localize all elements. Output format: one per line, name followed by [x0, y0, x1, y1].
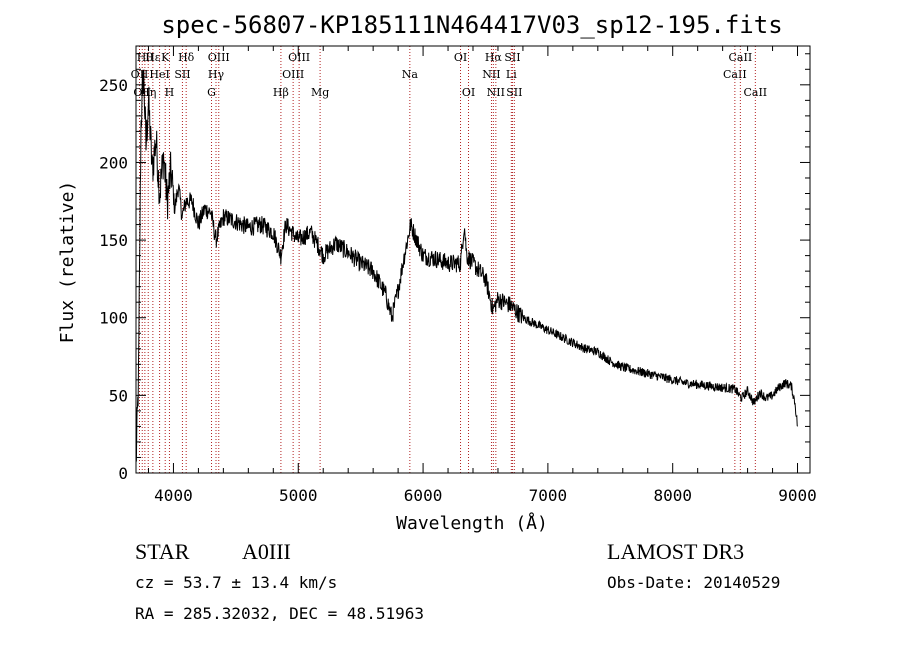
- x-tick-label-0: 4000: [154, 486, 193, 505]
- y-tick-label-2: 100: [99, 309, 128, 328]
- ra-dec-coordinates: RA = 285.32032, DEC = 48.51963: [135, 604, 424, 623]
- survey-name: LAMOST DR3: [607, 539, 745, 564]
- spectral-line-label-26: CaII: [723, 68, 747, 81]
- x-tick-label-5: 9000: [778, 486, 817, 505]
- observation-date: Obs-Date: 20140529: [607, 573, 781, 592]
- y-tick-label-3: 150: [99, 231, 128, 250]
- spectral-line-label-22: NII: [487, 86, 505, 99]
- spectral-line-label-9: Hδ: [178, 51, 195, 64]
- spectral-line-label-4: Hε: [145, 51, 161, 64]
- y-tick-label-0: 0: [118, 464, 128, 483]
- spectral-line-label-7: H: [165, 86, 175, 99]
- spectral-line-label-21: Hα: [485, 51, 503, 64]
- y-axis-ticks: 0 50 100 150 200 250: [99, 53, 810, 483]
- x-tick-label-1: 5000: [279, 486, 318, 505]
- spectral-line-label-20: NII: [482, 68, 500, 81]
- redshift-velocity: cz = 53.7 ± 13.4 km/s: [135, 573, 338, 592]
- spectrum-series-line: [135, 69, 798, 462]
- spectral-line-label-23: Li: [506, 68, 517, 81]
- spectral-line-label-0: OII: [131, 68, 149, 81]
- spectral-line-label-10: G: [207, 86, 216, 99]
- spectral-line-label-16: Mg: [311, 86, 329, 99]
- x-axis-ticks: 4000 5000 6000 7000 8000 9000: [147, 46, 817, 505]
- y-tick-label-4: 200: [99, 153, 128, 172]
- object-class: STAR: [135, 539, 190, 564]
- spectral-line-label-11: Hγ: [208, 68, 225, 81]
- spectral-line-label-17: Na: [402, 68, 419, 81]
- y-axis-label: Flux (relative): [57, 181, 78, 344]
- spectral-line-label-12: OIII: [208, 51, 230, 64]
- spectral-line-label-24: SII: [504, 51, 520, 64]
- y-tick-label-1: 50: [109, 386, 128, 405]
- spectral-line-label-13: Hβ: [273, 86, 289, 99]
- x-tick-label-3: 7000: [529, 486, 568, 505]
- y-tick-label-5: 250: [99, 76, 128, 95]
- spectral-line-label-8: SII: [174, 68, 190, 81]
- spectral-line-label-27: CaII: [729, 51, 753, 64]
- spectral-line-label-5: HeI: [149, 68, 169, 81]
- plot-frame: [135, 45, 811, 474]
- spectral-line-label-15: OIII: [288, 51, 310, 64]
- spectral-line-label-18: OI: [454, 51, 467, 64]
- spectral-line-label-19: OI: [462, 86, 475, 99]
- spectral-line-label-14: OIII: [282, 68, 304, 81]
- chart-title: spec-56807-KP185111N464417V03_sp12-195.f…: [161, 11, 782, 39]
- spectral-line-label-28: CaII: [743, 86, 767, 99]
- x-tick-label-4: 8000: [653, 486, 692, 505]
- spectral-line-label-6: K: [161, 51, 170, 64]
- spectral-line-label-25: SII: [506, 86, 522, 99]
- spectral-line-markers: OIIOIIHθHηHεHeIKHSIIHδGHγOIIIHβOIIIOIIIM…: [131, 46, 767, 473]
- x-axis-label: Wavelength (Å): [396, 512, 548, 534]
- object-subclass: A0III: [242, 539, 291, 564]
- x-tick-label-2: 6000: [404, 486, 443, 505]
